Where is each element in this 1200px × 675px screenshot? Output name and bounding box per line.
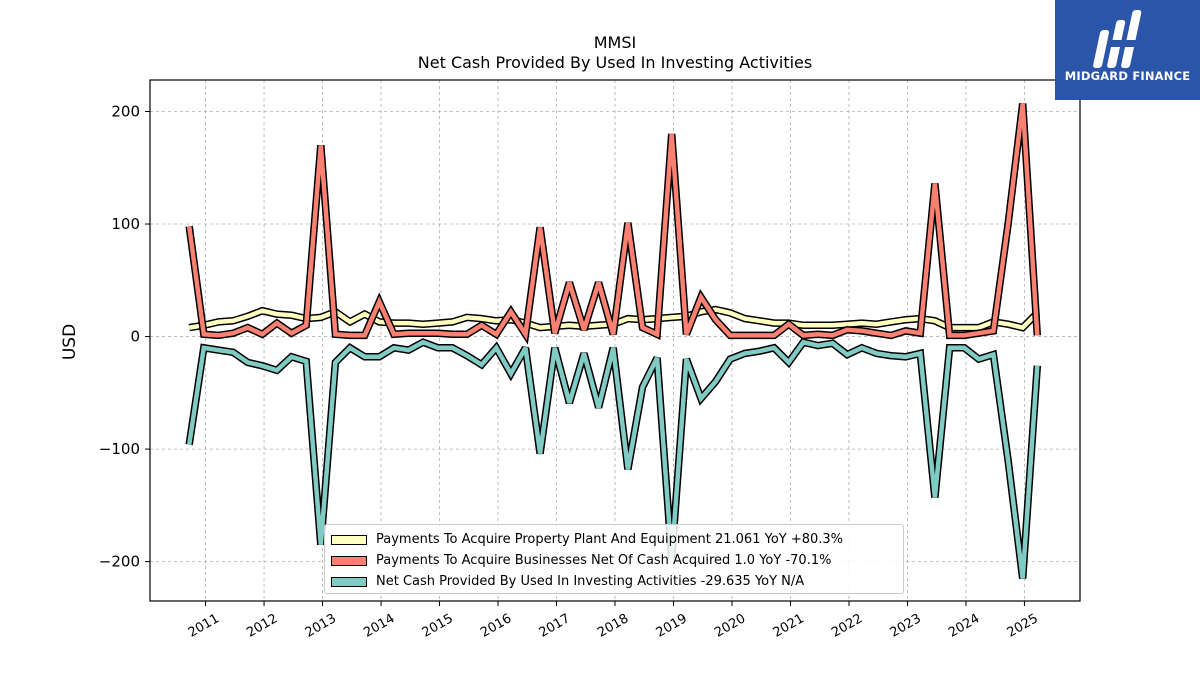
legend-item-businesses: Payments To Acquire Businesses Net Of Ca… (331, 550, 897, 571)
legend-label-businesses: Payments To Acquire Businesses Net Of Ca… (376, 553, 832, 568)
x-tick-label: 2022 (829, 611, 865, 641)
brand-name: MIDGARD FINANCE (1064, 69, 1191, 83)
x-tick-label: 2018 (595, 611, 631, 641)
x-tick-label: 2016 (478, 611, 514, 641)
legend-label-ppe: Payments To Acquire Property Plant And E… (376, 532, 844, 547)
x-tick-label: 2011 (186, 611, 222, 641)
x-tick-label: 2014 (361, 611, 397, 641)
y-tick-label: −100 (99, 440, 140, 458)
legend-item-ppe: Payments To Acquire Property Plant And E… (331, 529, 897, 550)
legend-swatch-ppe (331, 534, 367, 545)
x-tick-label: 2017 (537, 611, 573, 641)
series-line-businesses (186, 103, 1040, 341)
chart-subtitle: Net Cash Provided By Used In Investing A… (417, 53, 813, 72)
x-tick-label: 2012 (244, 611, 280, 641)
x-tick-label: 2013 (303, 611, 339, 641)
y-axis-label: USD (60, 324, 80, 360)
y-tick-label: 200 (111, 103, 140, 121)
x-tick-label: 2023 (888, 611, 924, 641)
x-tick-label: 2024 (946, 611, 982, 641)
legend-swatch-net-cash (331, 576, 367, 587)
grid-lines (150, 80, 1080, 601)
x-tick-label: 2019 (654, 611, 690, 641)
brand-logo: MIDGARD FINANCE (1055, 0, 1200, 100)
y-axis-ticks: 200 100 0 −100 −200 (99, 103, 150, 571)
chart-title: MMSI (593, 33, 637, 52)
series-line-net-cash (186, 339, 1040, 579)
midgard-finance-logo-icon (1093, 10, 1147, 68)
y-tick-label: 0 (130, 328, 140, 346)
legend-item-net-cash: Net Cash Provided By Used In Investing A… (331, 571, 897, 592)
y-tick-label: 100 (111, 215, 140, 233)
series-layer (185, 103, 1042, 579)
legend-label-net-cash: Net Cash Provided By Used In Investing A… (376, 574, 805, 589)
x-axis-ticks: 2011 2012 2013 2014 2015 2016 2017 2018 2019 2020… (186, 601, 1041, 641)
legend-swatch-businesses (331, 555, 367, 566)
x-tick-label: 2021 (771, 611, 807, 641)
x-tick-label: 2025 (1005, 611, 1041, 641)
x-tick-label: 2015 (420, 611, 456, 641)
chart-legend: Payments To Acquire Property Plant And E… (324, 524, 904, 594)
x-tick-label: 2020 (712, 611, 748, 641)
y-tick-label: −200 (99, 553, 140, 571)
